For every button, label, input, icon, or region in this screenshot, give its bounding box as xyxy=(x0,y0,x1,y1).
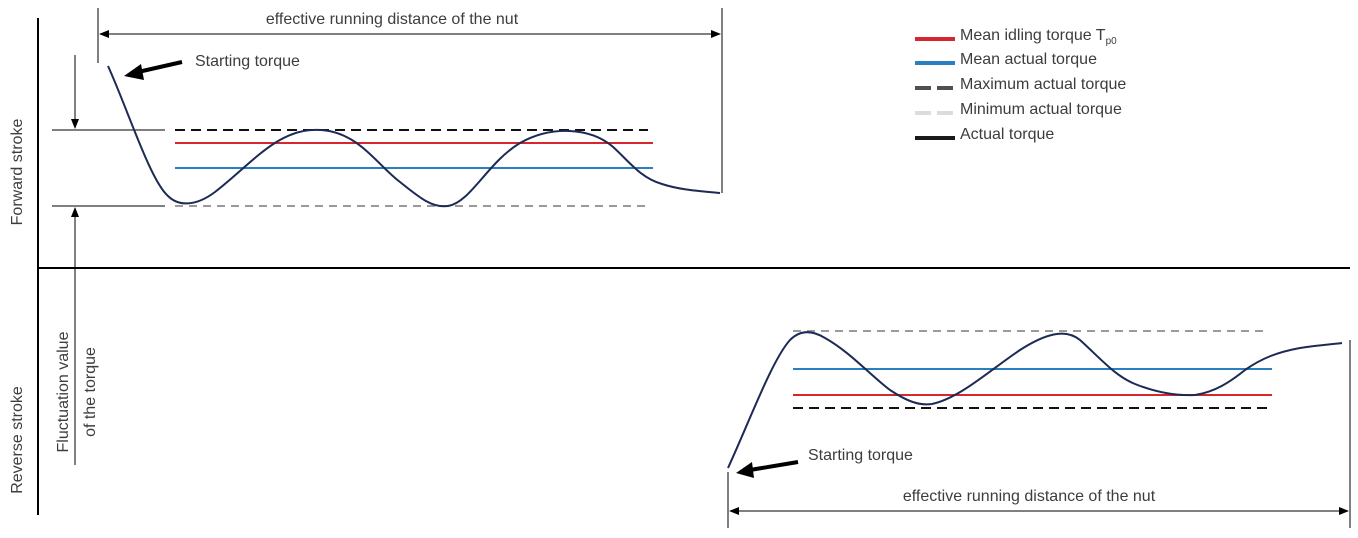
legend-label-mean-idling: Mean idling torque Tp0 xyxy=(960,27,1117,47)
reverse-actual-torque-curve xyxy=(727,331,1343,469)
fluctuation-label-line2: of the torque xyxy=(82,347,99,437)
legend-label-minimum-actual: Minimum actual torque xyxy=(960,101,1122,118)
reverse-stroke-label: Reverse stroke xyxy=(9,386,26,494)
legend-item-actual: Actual torque xyxy=(915,126,1054,143)
legend-subscript: p0 xyxy=(1106,36,1118,47)
reverse-starting-arrow xyxy=(749,460,799,472)
legend-label-actual: Actual torque xyxy=(960,126,1054,143)
reverse-starting-label: Starting torque xyxy=(808,447,913,464)
legend-item-minimum-actual: Minimum actual torque xyxy=(915,101,1122,118)
legend-label-mean-actual: Mean actual torque xyxy=(960,51,1097,68)
fluctuation-label-line1: Fluctuation value xyxy=(55,331,72,452)
forward-starting-label: Starting torque xyxy=(195,53,300,70)
reverse-distance-label: effective running distance of the nut xyxy=(903,488,1156,505)
legend: Mean idling torque Tp0 Mean actual torqu… xyxy=(915,27,1126,143)
legend-item-maximum-actual: Maximum actual torque xyxy=(915,76,1126,93)
forward-distance-label: effective running distance of the nut xyxy=(266,11,519,28)
forward-starting-arrow xyxy=(137,60,183,74)
forward-stroke-label: Forward stroke xyxy=(9,119,26,226)
forward-actual-torque-curve xyxy=(107,65,721,208)
legend-item-mean-idling: Mean idling torque Tp0 xyxy=(915,27,1117,47)
reverse-starting-arrow-head xyxy=(736,462,754,478)
forward-starting-arrow-head xyxy=(124,64,144,80)
legend-label-maximum-actual: Maximum actual torque xyxy=(960,76,1126,93)
legend-item-mean-actual: Mean actual torque xyxy=(915,51,1097,68)
